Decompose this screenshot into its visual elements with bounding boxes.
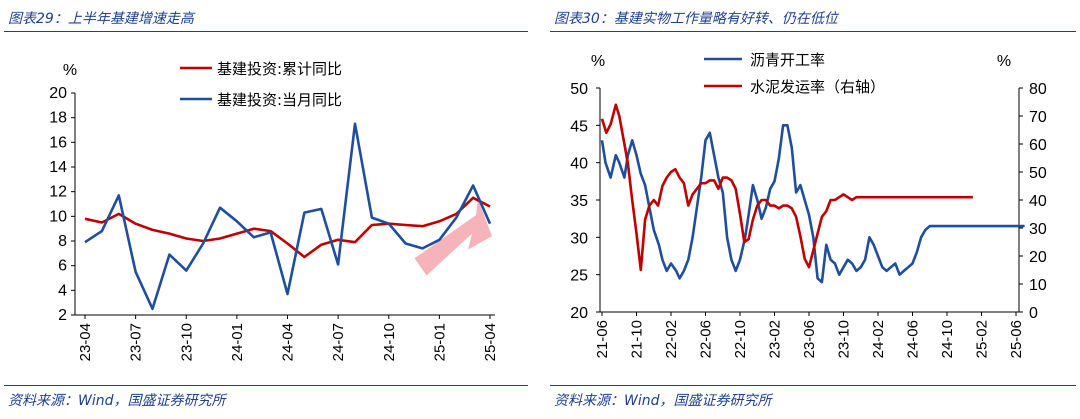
right-right-y-tick-label: 40 bbox=[1029, 193, 1047, 210]
right-x-tick-label: 24-06 bbox=[905, 320, 922, 358]
right-x-tick-label: 23-02 bbox=[767, 320, 784, 358]
left-series-monthly-line bbox=[84, 122, 492, 311]
right-legend-label: 水泥发运率（右轴） bbox=[750, 78, 885, 96]
right-right-y-tick-label: 50 bbox=[1029, 165, 1047, 182]
right-source-rule bbox=[550, 385, 1076, 386]
left-y-tick-label: 18 bbox=[49, 110, 67, 127]
right-left-y-tick-label: 30 bbox=[570, 230, 588, 247]
right-left-y-tick-label: 45 bbox=[570, 118, 588, 135]
right-chart-source: 资料来源：Wind，国盛证券研究所 bbox=[554, 393, 772, 409]
right-series-cement-line bbox=[600, 103, 973, 272]
left-chart: % 20 18 16 14 12 10 8 6 4 2 23-04 23-07 23-10 24-01 24-… bbox=[49, 60, 499, 361]
right-series-asphalt-line bbox=[600, 124, 1025, 284]
right-left-y-tick-label: 25 bbox=[570, 268, 588, 285]
left-series-cumulative-line bbox=[84, 196, 491, 259]
left-legend-label: 基建投资:累计同比 bbox=[217, 60, 342, 78]
left-y-tick-label: 2 bbox=[58, 307, 67, 324]
left-chart-title: 图表29：上半年基建增速走高 bbox=[8, 11, 194, 27]
left-x-tick-label: 23-07 bbox=[128, 323, 145, 361]
left-y-tick-label: 8 bbox=[58, 233, 67, 250]
right-x-tick-label: 25-02 bbox=[974, 320, 991, 358]
right-legend-label: 沥青开工率 bbox=[750, 51, 825, 69]
right-right-y-tick-label: 30 bbox=[1029, 221, 1047, 238]
right-right-y-tick-label: 70 bbox=[1029, 109, 1047, 126]
right-x-tick-label: 21-06 bbox=[594, 320, 611, 358]
right-x-tick-label: 22-06 bbox=[698, 320, 715, 358]
left-source-rule bbox=[4, 385, 528, 386]
right-right-y-tick-label: 20 bbox=[1029, 249, 1047, 266]
right-x-tick-label: 25-06 bbox=[1008, 320, 1025, 358]
left-y-tick-label: 14 bbox=[49, 159, 67, 176]
right-title-rule bbox=[550, 31, 1076, 32]
right-x-tick-label: 24-02 bbox=[870, 320, 887, 358]
right-right-y-tick-label: 10 bbox=[1029, 277, 1047, 294]
left-x-tick-label: 25-01 bbox=[431, 323, 448, 361]
left-panel: 图表29：上半年基建增速走高 % 20 18 16 14 12 10 8 6 4 2 23-04 23-… bbox=[0, 0, 532, 419]
right-left-y-tick-label: 35 bbox=[570, 193, 588, 210]
right-x-tick-label: 23-10 bbox=[836, 320, 853, 358]
right-left-y-unit: % bbox=[591, 53, 605, 70]
left-x-tick-label: 24-07 bbox=[330, 323, 347, 361]
right-left-y-tick-label: 20 bbox=[570, 305, 588, 322]
left-y-tick-label: 6 bbox=[58, 258, 67, 275]
left-y-tick-label: 4 bbox=[58, 282, 67, 299]
right-panel: 图表30：基建实物工作量略有好转、仍在低位 %% 50 45 40 35 30 25 20 80… bbox=[546, 0, 1080, 419]
right-left-y-tick-label: 40 bbox=[570, 156, 588, 173]
right-left-y-tick-label: 50 bbox=[570, 81, 588, 98]
left-legend-label: 基建投资:当月同比 bbox=[217, 91, 342, 109]
left-title-rule bbox=[4, 31, 528, 32]
left-x-tick-label: 23-04 bbox=[77, 323, 94, 361]
left-y-tick-label: 12 bbox=[49, 184, 67, 201]
right-x-tick-label: 22-02 bbox=[663, 320, 680, 358]
left-y-tick-label: 10 bbox=[49, 208, 67, 225]
right-right-y-tick-label: 0 bbox=[1029, 305, 1038, 322]
right-right-y-tick-label: 80 bbox=[1029, 81, 1047, 98]
right-right-y-tick-label: 60 bbox=[1029, 137, 1047, 154]
left-y-unit: % bbox=[63, 62, 77, 79]
left-x-tick-label: 24-04 bbox=[280, 323, 297, 361]
left-chart-source: 资料来源：Wind，国盛证券研究所 bbox=[8, 393, 226, 409]
left-trend-arrow bbox=[414, 199, 492, 276]
right-chart-title: 图表30：基建实物工作量略有好转、仍在低位 bbox=[554, 11, 838, 27]
left-x-tick-label: 23-10 bbox=[178, 323, 195, 361]
left-x-tick-label: 25-04 bbox=[482, 323, 499, 361]
right-x-tick-label: 22-10 bbox=[732, 320, 749, 358]
left-x-tick-label: 24-01 bbox=[229, 323, 246, 361]
left-x-tick-label: 24-10 bbox=[381, 323, 398, 361]
right-x-tick-label: 24-10 bbox=[939, 320, 956, 358]
right-x-tick-label: 21-10 bbox=[629, 320, 646, 358]
right-x-tick-label: 23-06 bbox=[801, 320, 818, 358]
right-right-y-unit: % bbox=[997, 53, 1011, 70]
left-y-tick-label: 16 bbox=[49, 134, 67, 151]
left-y-tick-label: 20 bbox=[49, 85, 67, 102]
